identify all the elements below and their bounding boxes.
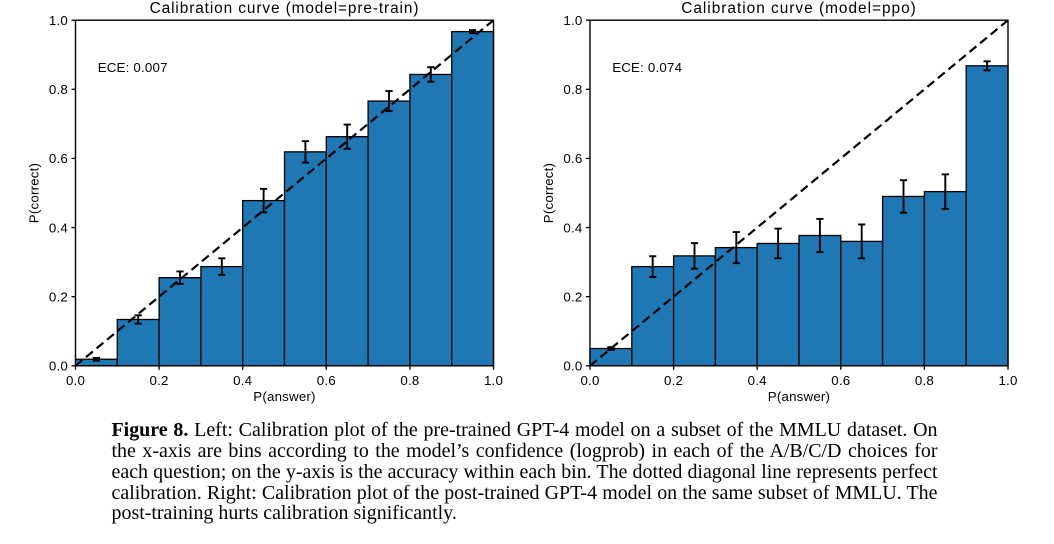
svg-text:0.0: 0.0 (66, 373, 85, 388)
svg-text:0.2: 0.2 (664, 373, 683, 388)
svg-text:0.8: 0.8 (915, 373, 934, 388)
svg-text:0.8: 0.8 (563, 82, 582, 97)
svg-text:Calibration curve (model=ppo): Calibration curve (model=ppo) (681, 0, 917, 17)
svg-text:P(answer): P(answer) (768, 389, 830, 404)
svg-text:0.4: 0.4 (748, 373, 767, 388)
svg-text:P(answer): P(answer) (253, 389, 315, 404)
svg-text:0.0: 0.0 (580, 373, 599, 388)
svg-text:Calibration curve (model=pre-t: Calibration curve (model=pre-train) (150, 0, 420, 17)
svg-text:P(correct): P(correct) (541, 163, 556, 223)
svg-text:ECE: 0.007: ECE: 0.007 (98, 60, 168, 75)
svg-text:ECE: 0.074: ECE: 0.074 (612, 60, 682, 75)
svg-text:0.4: 0.4 (233, 373, 252, 388)
svg-text:0.6: 0.6 (317, 373, 336, 388)
svg-text:0.2: 0.2 (150, 373, 169, 388)
svg-text:0.6: 0.6 (831, 373, 850, 388)
svg-text:1.0: 1.0 (998, 373, 1017, 388)
svg-text:P(correct): P(correct) (27, 163, 42, 223)
svg-text:0.6: 0.6 (563, 151, 582, 166)
svg-text:0.4: 0.4 (563, 220, 582, 235)
svg-text:0.2: 0.2 (563, 289, 582, 304)
svg-text:0.2: 0.2 (49, 289, 68, 304)
svg-text:0.6: 0.6 (49, 151, 68, 166)
svg-text:1.0: 1.0 (49, 13, 68, 28)
svg-text:1.0: 1.0 (563, 13, 582, 28)
svg-text:1.0: 1.0 (484, 373, 503, 388)
svg-text:0.4: 0.4 (49, 220, 68, 235)
svg-text:0.0: 0.0 (49, 359, 68, 374)
svg-text:0.0: 0.0 (563, 359, 582, 374)
svg-text:0.8: 0.8 (400, 373, 419, 388)
svg-text:0.8: 0.8 (49, 82, 68, 97)
